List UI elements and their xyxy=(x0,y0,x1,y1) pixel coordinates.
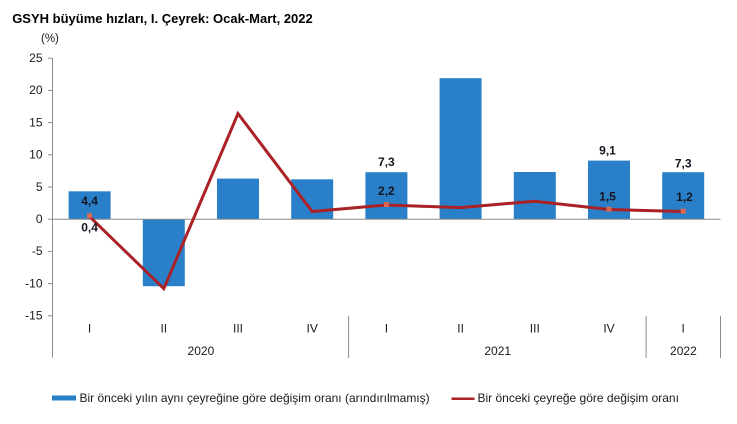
svg-text:2022: 2022 xyxy=(670,344,697,358)
svg-text:2020: 2020 xyxy=(188,344,215,358)
svg-text:2021: 2021 xyxy=(484,344,511,358)
svg-text:(%): (%) xyxy=(41,33,59,45)
svg-text:-10: -10 xyxy=(25,276,43,290)
svg-text:9,1: 9,1 xyxy=(599,144,616,158)
svg-text:25: 25 xyxy=(29,51,43,65)
svg-text:Bir önceki çeyreğe göre değişi: Bir önceki çeyreğe göre değişim oranı xyxy=(478,391,679,405)
svg-text:20: 20 xyxy=(29,83,43,97)
svg-text:15: 15 xyxy=(29,115,43,129)
svg-text:5: 5 xyxy=(36,180,43,194)
svg-text:I: I xyxy=(682,322,685,336)
svg-text:-15: -15 xyxy=(25,309,43,323)
svg-text:III: III xyxy=(530,322,540,336)
svg-text:I: I xyxy=(385,322,388,336)
svg-text:Bir önceki yılın aynı çeyreğin: Bir önceki yılın aynı çeyreğine göre değ… xyxy=(80,391,430,405)
svg-text:0: 0 xyxy=(36,212,43,226)
svg-text:2,2: 2,2 xyxy=(378,184,395,198)
svg-text:II: II xyxy=(160,322,167,336)
svg-text:I: I xyxy=(88,322,91,336)
svg-text:-5: -5 xyxy=(32,244,43,258)
svg-text:1,2: 1,2 xyxy=(676,190,693,204)
svg-text:IV: IV xyxy=(307,322,318,336)
svg-text:4,4: 4,4 xyxy=(81,194,98,208)
svg-text:IV: IV xyxy=(603,322,614,336)
svg-text:7,3: 7,3 xyxy=(378,155,395,169)
svg-text:7,3: 7,3 xyxy=(675,157,692,171)
svg-text:GSYH büyüme hızları, I. Çeyrek: GSYH büyüme hızları, I. Çeyrek: Ocak-Mar… xyxy=(12,11,313,26)
svg-text:III: III xyxy=(233,322,243,336)
svg-text:10: 10 xyxy=(29,148,43,162)
svg-text:0,4: 0,4 xyxy=(81,221,98,235)
svg-text:1,5: 1,5 xyxy=(599,190,616,204)
svg-text:II: II xyxy=(457,322,464,336)
